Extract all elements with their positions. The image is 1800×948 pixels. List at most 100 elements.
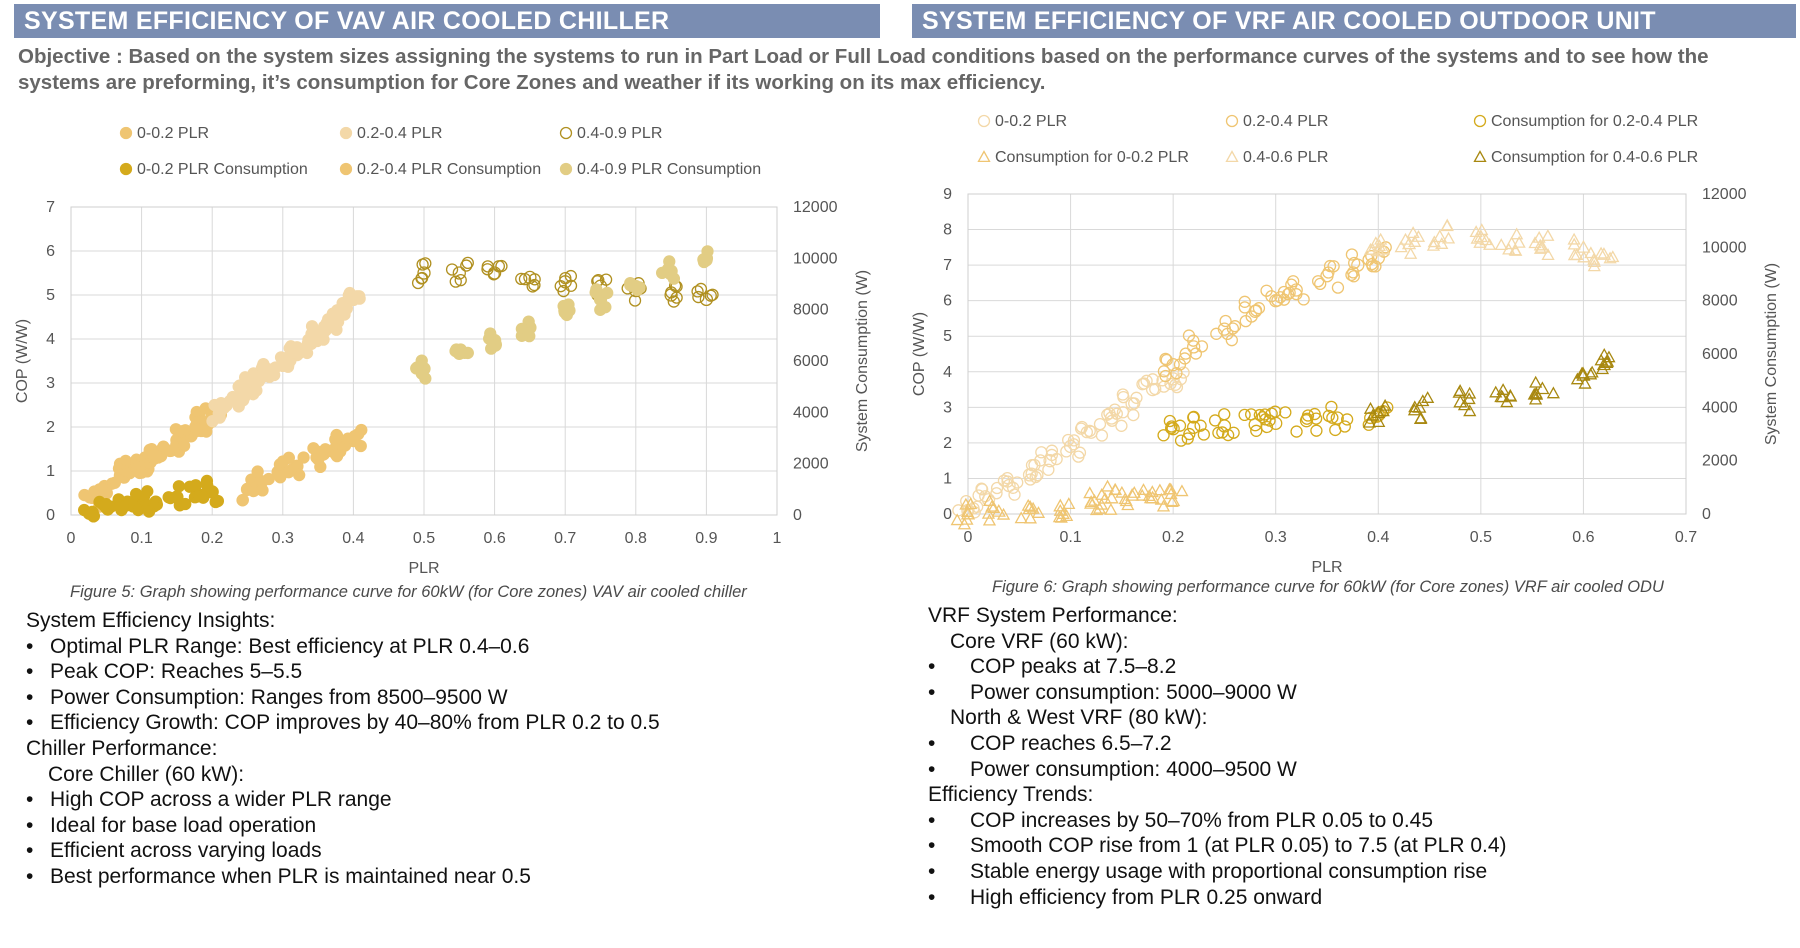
y-tick-label: 0 bbox=[943, 506, 952, 523]
x-axis-title: PLR bbox=[408, 560, 439, 577]
data-point bbox=[1290, 425, 1303, 438]
data-point bbox=[108, 476, 121, 489]
data-point bbox=[1595, 362, 1610, 375]
data-point bbox=[1226, 322, 1240, 335]
data-point bbox=[1160, 353, 1173, 367]
data-point bbox=[599, 273, 613, 286]
data-point bbox=[419, 372, 432, 385]
data-point bbox=[1322, 266, 1335, 279]
data-point bbox=[1311, 275, 1325, 288]
data-point bbox=[554, 280, 567, 293]
data-point bbox=[1603, 251, 1617, 264]
data-point bbox=[1165, 420, 1178, 433]
data-point bbox=[1345, 268, 1358, 282]
data-point bbox=[1159, 369, 1172, 383]
list-item-text: COP peaks at 7.5–8.2 bbox=[970, 655, 1177, 679]
bullet-icon: • bbox=[928, 834, 936, 858]
data-point bbox=[1238, 408, 1251, 422]
data-point bbox=[1347, 270, 1360, 283]
data-point bbox=[1372, 415, 1386, 428]
data-point bbox=[1597, 347, 1611, 360]
data-point bbox=[655, 266, 669, 280]
figure-5-caption: Figure 5: Graph showing performance curv… bbox=[70, 583, 747, 601]
data-point bbox=[142, 505, 156, 518]
data-point bbox=[972, 489, 985, 502]
data-point bbox=[1225, 334, 1238, 347]
data-point bbox=[1173, 419, 1187, 432]
data-point bbox=[1527, 387, 1541, 400]
y2-tick-label: 12000 bbox=[1702, 186, 1747, 203]
data-point bbox=[1528, 392, 1543, 405]
data-point bbox=[1281, 287, 1295, 301]
data-point bbox=[201, 479, 214, 492]
data-point bbox=[1496, 383, 1510, 395]
data-point bbox=[1083, 486, 1097, 499]
bullet-icon: • bbox=[26, 864, 34, 888]
data-point bbox=[528, 273, 541, 286]
list-item: Core VRF (60 kW): bbox=[928, 629, 1507, 655]
data-point bbox=[1153, 483, 1167, 496]
data-point bbox=[997, 474, 1011, 487]
list-item-text: Efficiency Growth: COP improves by 40–80… bbox=[50, 711, 660, 735]
x-tick-label: 0.7 bbox=[1675, 529, 1697, 546]
data-point bbox=[1401, 236, 1417, 250]
bullet-icon: • bbox=[26, 685, 34, 709]
data-point bbox=[1594, 353, 1608, 366]
data-point bbox=[1125, 487, 1140, 501]
bullet-icon: • bbox=[928, 757, 936, 781]
data-point bbox=[1584, 246, 1598, 259]
x-tick-label: 0.7 bbox=[554, 530, 576, 547]
data-point bbox=[1187, 334, 1200, 347]
data-point bbox=[197, 491, 210, 504]
data-point bbox=[996, 507, 1011, 520]
data-point bbox=[706, 288, 719, 301]
y-tick-label: 5 bbox=[943, 328, 952, 345]
data-point bbox=[262, 472, 275, 486]
data-point bbox=[1329, 423, 1342, 437]
data-point bbox=[417, 266, 431, 280]
data-point bbox=[1509, 243, 1523, 256]
data-point bbox=[445, 263, 459, 276]
data-point bbox=[1157, 429, 1170, 442]
data-point bbox=[232, 400, 245, 413]
data-point bbox=[1587, 252, 1601, 265]
bullet-icon: • bbox=[26, 711, 34, 735]
data-point bbox=[1219, 314, 1232, 328]
data-point bbox=[1045, 444, 1059, 457]
data-point bbox=[1103, 407, 1116, 420]
legend-marker bbox=[119, 162, 133, 176]
data-point bbox=[1406, 226, 1420, 238]
data-point bbox=[1347, 266, 1360, 279]
data-point bbox=[1494, 238, 1508, 251]
y2-tick-label: 2000 bbox=[793, 456, 829, 473]
y2-tick-label: 12000 bbox=[793, 199, 838, 216]
series-group bbox=[1157, 400, 1394, 447]
right-section-title: SYSTEM EFFICIENCY OF VRF AIR COOLED OUTD… bbox=[912, 4, 1796, 38]
data-point bbox=[1210, 327, 1223, 340]
data-point bbox=[1533, 241, 1548, 254]
data-point bbox=[1159, 352, 1172, 366]
data-point bbox=[449, 275, 462, 288]
vrf-insights-list: VRF System Performance: Core VRF (60 kW):… bbox=[928, 603, 1507, 910]
legend-label: 0-0.2 PLR bbox=[995, 113, 1067, 130]
data-point bbox=[411, 361, 424, 374]
data-point bbox=[1093, 417, 1107, 431]
data-point bbox=[164, 491, 177, 505]
legend-marker bbox=[559, 126, 573, 140]
data-point bbox=[1067, 434, 1081, 447]
legend-label: 0.4-0.9 PLR Consumption bbox=[577, 161, 761, 178]
y-tick-label: 7 bbox=[46, 199, 55, 216]
data-point bbox=[1089, 503, 1104, 516]
data-point bbox=[1179, 347, 1192, 360]
data-point bbox=[1479, 233, 1493, 246]
data-point bbox=[526, 280, 539, 293]
list-item-text: Power Consumption: Ranges from 8500–9500… bbox=[50, 685, 508, 709]
bullet-icon: • bbox=[928, 808, 936, 832]
data-point bbox=[1414, 411, 1428, 424]
x-tick-label: 1 bbox=[773, 530, 782, 547]
y-tick-label: 1 bbox=[46, 463, 55, 480]
data-point bbox=[1271, 294, 1284, 307]
y2-tick-label: 10000 bbox=[793, 250, 838, 267]
list-item: • Power consumption: 5000–9000 W bbox=[928, 680, 1507, 706]
list-item: • Smooth COP rise from 1 (at PLR 0.05) to… bbox=[928, 833, 1507, 859]
